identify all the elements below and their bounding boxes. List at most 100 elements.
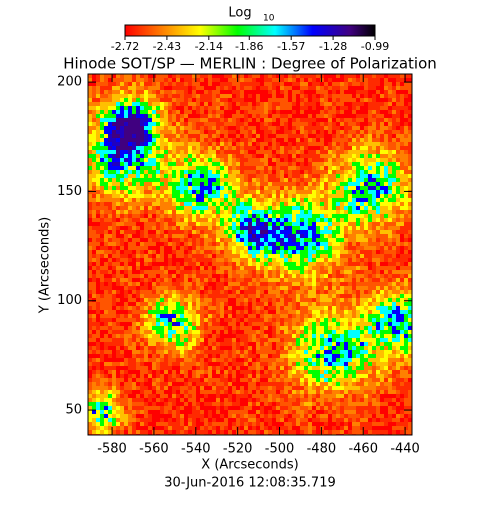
image-cell (244, 242, 248, 246)
image-cell (92, 318, 96, 322)
image-cell (292, 126, 296, 130)
image-cell (380, 178, 384, 182)
image-cell (304, 190, 308, 194)
image-cell (308, 154, 312, 158)
image-cell (340, 74, 344, 78)
image-cell (276, 254, 280, 258)
image-cell (240, 278, 244, 282)
image-cell (260, 130, 264, 134)
image-cell (224, 178, 228, 182)
image-cell (172, 218, 176, 222)
image-cell (232, 158, 236, 162)
image-cell (120, 138, 124, 142)
image-cell (384, 198, 388, 202)
image-cell (248, 230, 252, 234)
image-cell (344, 294, 348, 298)
image-cell (384, 202, 388, 206)
image-cell (132, 242, 136, 246)
image-cell (284, 102, 288, 106)
image-cell (208, 118, 212, 122)
image-cell (172, 130, 176, 134)
image-cell (328, 118, 332, 122)
image-cell (400, 270, 404, 274)
image-cell (276, 74, 280, 78)
image-cell (360, 198, 364, 202)
image-cell (292, 78, 296, 82)
image-cell (152, 138, 156, 142)
image-cell (364, 254, 368, 258)
image-cell (276, 94, 280, 98)
image-cell (384, 178, 388, 182)
image-cell (248, 318, 252, 322)
image-cell (280, 74, 284, 78)
image-cell (328, 82, 332, 86)
image-cell (388, 226, 392, 230)
image-cell (344, 306, 348, 310)
image-cell (260, 210, 264, 214)
image-cell (196, 178, 200, 182)
image-cell (368, 82, 372, 86)
image-cell (196, 214, 200, 218)
image-cell (240, 106, 244, 110)
image-cell (292, 298, 296, 302)
image-cell (136, 306, 140, 310)
image-cell (396, 206, 400, 210)
image-cell (248, 186, 252, 190)
image-cell (284, 314, 288, 318)
image-cell (272, 122, 276, 126)
image-cell (372, 298, 376, 302)
image-cell (148, 134, 152, 138)
image-cell (252, 154, 256, 158)
image-cell (184, 242, 188, 246)
image-cell (324, 98, 328, 102)
image-cell (172, 106, 176, 110)
image-cell (264, 90, 268, 94)
image-cell (392, 150, 396, 154)
image-cell (232, 302, 236, 306)
image-cell (344, 82, 348, 86)
image-cell (212, 318, 216, 322)
image-cell (116, 294, 120, 298)
image-cell (268, 74, 272, 78)
image-cell (396, 246, 400, 250)
image-cell (144, 314, 148, 318)
image-cell (296, 110, 300, 114)
image-cell (320, 82, 324, 86)
image-cell (112, 198, 116, 202)
image-cell (368, 242, 372, 246)
image-cell (276, 202, 280, 206)
image-cell (276, 186, 280, 190)
image-cell (128, 250, 132, 254)
image-cell (248, 182, 252, 186)
image-cell (408, 134, 412, 138)
image-cell (332, 138, 336, 142)
image-cell (96, 178, 100, 182)
image-cell (108, 290, 112, 294)
image-cell (376, 286, 380, 290)
image-cell (348, 122, 352, 126)
image-cell (340, 134, 344, 138)
image-cell (296, 254, 300, 258)
image-cell (244, 138, 248, 142)
image-cell (284, 114, 288, 118)
image-cell (320, 182, 324, 186)
image-cell (228, 102, 232, 106)
image-cell (344, 210, 348, 214)
image-cell (372, 158, 376, 162)
image-cell (188, 218, 192, 222)
image-cell (296, 102, 300, 106)
image-cell (348, 190, 352, 194)
image-cell (120, 222, 124, 226)
image-cell (388, 254, 392, 258)
image-cell (228, 282, 232, 286)
image-cell (304, 194, 308, 198)
image-cell (116, 138, 120, 142)
image-cell (92, 118, 96, 122)
image-cell (100, 286, 104, 290)
image-cell (268, 90, 272, 94)
image-cell (232, 214, 236, 218)
image-cell (116, 90, 120, 94)
image-cell (304, 118, 308, 122)
image-cell (380, 298, 384, 302)
image-cell (348, 202, 352, 206)
